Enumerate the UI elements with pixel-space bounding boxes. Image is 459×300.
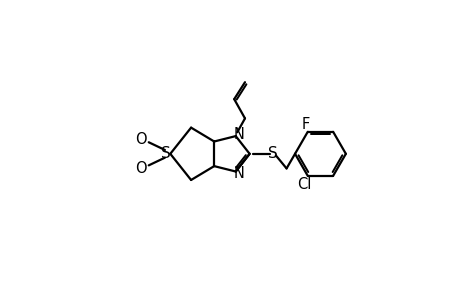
Text: F: F <box>302 117 310 132</box>
Text: S: S <box>161 146 170 161</box>
Text: N: N <box>233 166 244 181</box>
Text: O: O <box>135 132 146 147</box>
Text: Cl: Cl <box>297 177 311 192</box>
Text: O: O <box>135 161 146 176</box>
Text: N: N <box>233 127 244 142</box>
Text: S: S <box>267 146 277 160</box>
